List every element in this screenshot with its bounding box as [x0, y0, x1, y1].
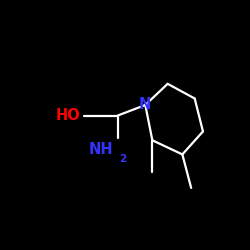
Text: NH: NH — [88, 142, 113, 157]
Text: HO: HO — [56, 108, 80, 123]
Text: 2: 2 — [119, 154, 126, 164]
Text: N: N — [139, 98, 151, 112]
